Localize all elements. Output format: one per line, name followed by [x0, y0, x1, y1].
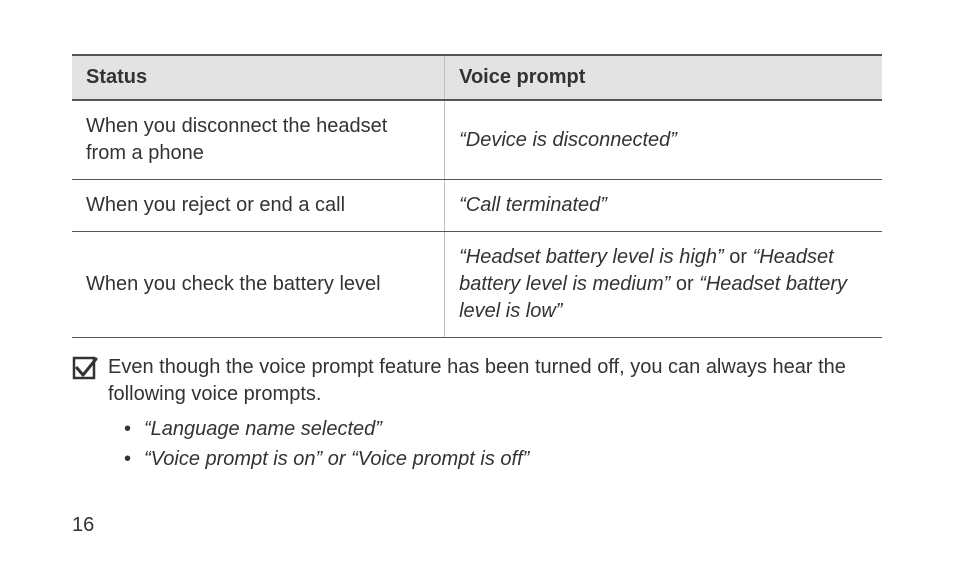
cell-prompt: “Device is disconnected” — [445, 100, 882, 180]
table-row: When you check the battery level “Headse… — [72, 232, 882, 338]
page-number: 16 — [72, 514, 94, 537]
col-header-prompt: Voice prompt — [445, 55, 882, 100]
checkbox-icon — [72, 356, 98, 382]
page: Status Voice prompt When you disconnect … — [0, 0, 954, 474]
voice-prompt-table: Status Voice prompt When you disconnect … — [72, 54, 882, 338]
table-row: When you disconnect the headset from a p… — [72, 100, 882, 180]
note-bullet: “Voice prompt is on” or “Voice prompt is… — [116, 444, 882, 474]
note-block: Even though the voice prompt feature has… — [72, 354, 882, 474]
cell-prompt: “Headset battery level is high” or “Head… — [445, 232, 882, 338]
cell-status: When you reject or end a call — [72, 180, 445, 232]
cell-status: When you check the battery level — [72, 232, 445, 338]
cell-status: When you disconnect the headset from a p… — [72, 100, 445, 180]
note-bullet: “Language name selected” — [116, 414, 882, 444]
col-header-status: Status — [72, 55, 445, 100]
table-header-row: Status Voice prompt — [72, 55, 882, 100]
cell-prompt: “Call terminated” — [445, 180, 882, 232]
note-body: Even though the voice prompt feature has… — [108, 354, 882, 474]
note-text: Even though the voice prompt feature has… — [108, 354, 882, 408]
note-list: “Language name selected” “Voice prompt i… — [108, 414, 882, 474]
table-row: When you reject or end a call “Call term… — [72, 180, 882, 232]
